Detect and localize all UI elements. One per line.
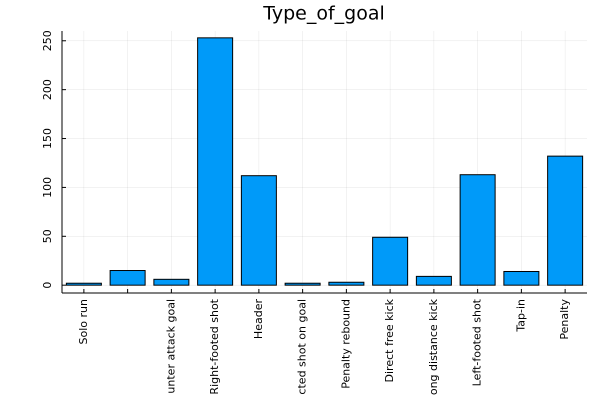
bar — [65, 282, 102, 286]
bar — [415, 275, 452, 286]
x-tick-label: Solo run — [77, 299, 90, 344]
bar — [503, 270, 540, 286]
x-tick-label: Header — [252, 299, 265, 340]
y-tick-label: 50 — [41, 229, 54, 243]
chart-title: Type_of_goal — [262, 3, 385, 25]
x-tick-label: Right-footed shot — [208, 298, 221, 394]
bar — [197, 37, 234, 286]
y-tick-label: 200 — [41, 79, 54, 100]
y-tick-label: 100 — [41, 177, 54, 198]
bar — [328, 281, 365, 286]
bar — [547, 155, 584, 286]
bar — [284, 282, 321, 286]
y-tick-label: 0 — [41, 282, 54, 289]
y-tick-label: 250 — [41, 30, 54, 51]
bar — [153, 278, 190, 286]
x-tick-label: ong distance kick — [427, 298, 440, 395]
x-tick-label: Direct free kick — [383, 298, 396, 382]
bar — [459, 174, 496, 286]
bar — [240, 175, 277, 286]
x-tick-label: cted shot on goal — [296, 299, 309, 395]
x-tick-label: Tap-in — [514, 299, 527, 333]
y-tick-label: 150 — [41, 128, 54, 149]
bar — [372, 236, 409, 286]
x-tick-label: Penalty — [558, 299, 571, 340]
x-tick-label: Left-footed shot — [471, 298, 484, 386]
bar — [109, 270, 146, 286]
x-tick-label: Penalty rebound — [339, 299, 352, 389]
x-tick-label: unter attack goal — [164, 299, 177, 394]
